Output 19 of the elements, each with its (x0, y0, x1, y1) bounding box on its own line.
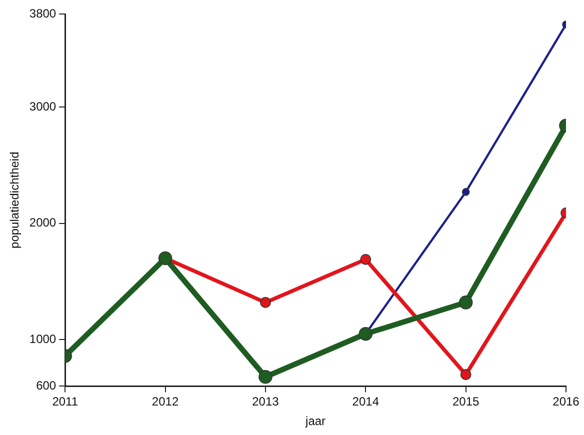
x-tick-label: 2011 (52, 394, 78, 409)
point (458, 296, 473, 310)
y-tick-label: 3000 (29, 99, 56, 114)
point (260, 297, 271, 308)
x-axis-title: jaar (304, 414, 326, 428)
point (358, 326, 373, 341)
y-axis-title: populatiedichtheid (8, 152, 22, 248)
x-tick-label: 2015 (452, 394, 480, 409)
x-tick-label: 2016 (552, 394, 580, 409)
point (460, 369, 472, 380)
y-tick-label: 2000 (29, 216, 56, 230)
point (258, 370, 272, 384)
x-tick-label: 2012 (152, 394, 179, 409)
y-tick-label: 3800 (29, 6, 56, 20)
point (360, 254, 372, 265)
y-tick-label: 600 (36, 378, 56, 393)
x-tick-label: 2014 (352, 394, 380, 409)
x-tick-label: 2013 (252, 394, 280, 409)
y-tick-label: 1000 (29, 332, 56, 346)
